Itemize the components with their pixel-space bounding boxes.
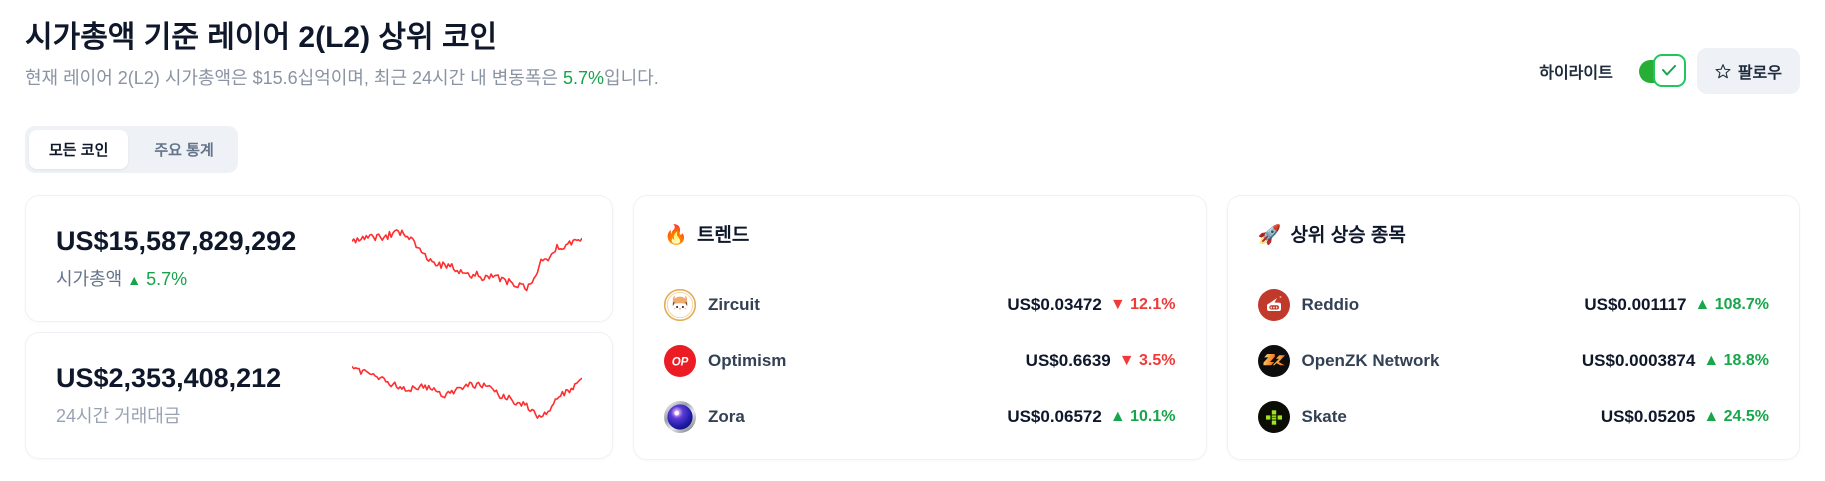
svg-text:OP: OP xyxy=(672,357,689,369)
